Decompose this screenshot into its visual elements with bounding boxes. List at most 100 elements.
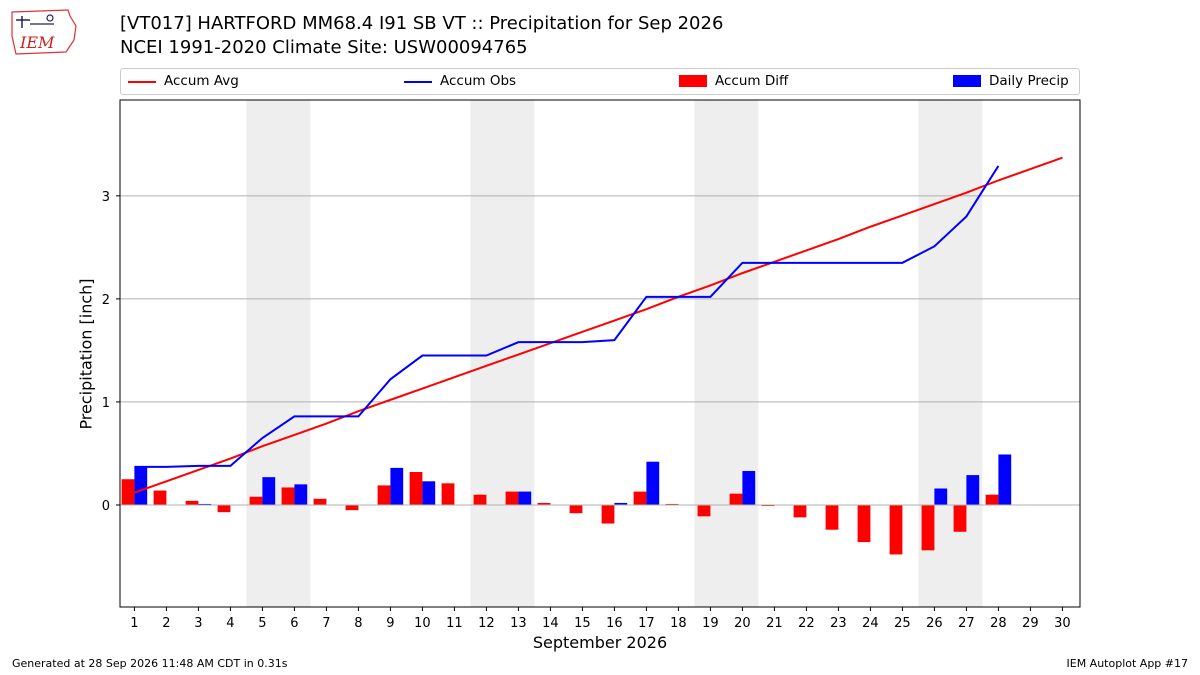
- accum-diff-bar: [441, 483, 455, 505]
- x-tick-label: 1: [130, 616, 138, 631]
- accum-diff-bar: [985, 494, 999, 505]
- accum-diff-bar: [825, 504, 839, 530]
- daily-precip-bar: [262, 477, 276, 505]
- y-axis-label: Precipitation [inch]: [76, 278, 96, 430]
- x-tick-label: 20: [734, 616, 751, 631]
- x-tick-label: 30: [1054, 616, 1071, 631]
- legend-swatch-accum-avg: [128, 81, 156, 83]
- legend-item-daily-precip: Daily Precip: [953, 73, 1083, 91]
- accum-diff-bar: [185, 500, 199, 505]
- x-tick-label: 8: [354, 616, 362, 631]
- x-tick-label: 7: [322, 616, 330, 631]
- accum-diff-bar: [505, 491, 519, 505]
- accum-diff-bar: [377, 485, 391, 505]
- daily-precip-bar: [294, 484, 308, 505]
- x-tick-label: 14: [542, 616, 559, 631]
- x-tick-label: 17: [638, 616, 655, 631]
- daily-precip-bar: [518, 491, 532, 505]
- y-tick-label: 3: [102, 190, 110, 205]
- accum-diff-bar: [569, 504, 583, 514]
- x-tick-label: 16: [606, 616, 623, 631]
- legend-swatch-accum-obs: [404, 81, 432, 83]
- accum-diff-bar: [601, 504, 615, 524]
- accum-diff-bar: [537, 502, 551, 505]
- accum-diff-bar: [217, 504, 231, 513]
- x-tick-label: 24: [862, 616, 879, 631]
- y-tick-label: 1: [102, 396, 110, 411]
- accum-diff-bar: [889, 504, 903, 555]
- legend-item-accum-obs: Accum Obs: [404, 73, 564, 91]
- legend-label-accum-diff: Accum Diff: [715, 73, 789, 89]
- accum-obs-line: [134, 165, 1000, 468]
- daily-precip-bar: [390, 467, 404, 505]
- x-tick-label: 25: [894, 616, 911, 631]
- y-tick-label: 2: [102, 293, 110, 308]
- chart-title: [VT017] HARTFORD MM68.4 I91 SB VT :: Pre…: [120, 13, 724, 34]
- accum-diff-bar: [697, 504, 711, 517]
- legend-label-accum-obs: Accum Obs: [440, 73, 517, 89]
- accum-diff-bar: [665, 503, 679, 505]
- x-tick-label: 28: [990, 616, 1007, 631]
- legend-swatch-accum-diff: [679, 75, 707, 87]
- legend-label-daily-precip: Daily Precip: [989, 73, 1069, 89]
- chart-subtitle: NCEI 1991-2020 Climate Site: USW00094765: [120, 37, 528, 58]
- accum-diff-bar: [921, 504, 935, 551]
- x-tick-label: 10: [414, 616, 431, 631]
- daily-precip-bar: [998, 454, 1012, 505]
- x-tick-label: 15: [574, 616, 591, 631]
- accum-diff-bar: [473, 494, 487, 505]
- accum-diff-bar: [633, 491, 647, 505]
- legend-item-accum-diff: Accum Diff: [679, 73, 839, 91]
- daily-precip-bar: [422, 481, 436, 505]
- x-tick-label: 19: [702, 616, 719, 631]
- daily-precip-bar: [134, 466, 148, 505]
- accum-diff-bar: [313, 498, 327, 505]
- x-tick-label: 18: [670, 616, 687, 631]
- x-tick-label: 6: [290, 616, 298, 631]
- accum-diff-bar: [153, 490, 167, 505]
- x-tick-label: 9: [386, 616, 394, 631]
- legend-swatch-daily-precip: [953, 75, 981, 87]
- daily-precip-bar: [934, 488, 948, 505]
- weekend-shade: [694, 100, 759, 607]
- accum-diff-bar: [857, 504, 871, 543]
- x-tick-label: 21: [766, 616, 783, 631]
- daily-precip-bar: [614, 502, 628, 505]
- x-tick-label: 22: [798, 616, 815, 631]
- x-tick-label: 3: [194, 616, 202, 631]
- legend: Accum Avg Accum Obs Accum Diff Daily Pre…: [120, 68, 1080, 95]
- legend-item-accum-avg: Accum Avg: [128, 73, 288, 91]
- weekend-shade: [246, 100, 311, 607]
- x-tick-label: 27: [958, 616, 975, 631]
- logo-text: IEM: [19, 33, 55, 52]
- x-tick-label: 23: [830, 616, 847, 631]
- x-tick-label: 4: [226, 616, 234, 631]
- x-tick-label: 5: [258, 616, 266, 631]
- accum-diff-bar: [793, 504, 807, 518]
- accum-diff-bar: [409, 472, 423, 505]
- x-tick-label: 29: [1022, 616, 1039, 631]
- accum-avg-line: [134, 156, 1063, 494]
- plot-frame: [119, 99, 1081, 608]
- x-tick-label: 13: [510, 616, 527, 631]
- iem-logo: IEM: [11, 9, 77, 55]
- daily-precip-bar: [646, 461, 660, 505]
- accum-diff-bar: [729, 493, 743, 505]
- app-label: IEM Autoplot App #17: [1066, 657, 1189, 670]
- daily-precip-bar: [198, 503, 212, 505]
- x-tick-label: 2: [162, 616, 170, 631]
- daily-precip-bar: [966, 475, 980, 505]
- x-tick-label: 26: [926, 616, 943, 631]
- x-tick-label: 11: [446, 616, 463, 631]
- accum-diff-bar: [761, 504, 775, 507]
- accum-diff-bar: [249, 496, 263, 505]
- y-tick-label: 0: [102, 499, 110, 514]
- x-axis-label: September 2026: [532, 633, 668, 652]
- accum-diff-bar: [121, 479, 135, 505]
- daily-precip-bar: [742, 470, 756, 505]
- accum-diff-bar: [953, 504, 967, 532]
- weekend-shade: [470, 100, 535, 607]
- accum-diff-bar: [281, 487, 295, 505]
- legend-label-accum-avg: Accum Avg: [164, 73, 239, 89]
